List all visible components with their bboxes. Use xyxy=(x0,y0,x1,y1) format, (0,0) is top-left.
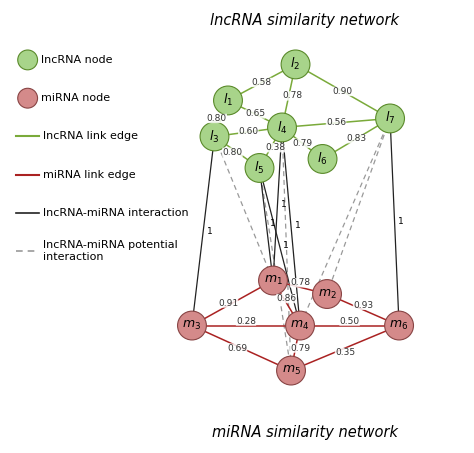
Circle shape xyxy=(18,88,37,108)
Text: 1: 1 xyxy=(282,200,287,209)
Text: $\mathit{l}_{2}$: $\mathit{l}_{2}$ xyxy=(291,56,301,72)
Text: 0.80: 0.80 xyxy=(207,114,227,123)
Text: 0.35: 0.35 xyxy=(335,348,355,357)
Text: 1: 1 xyxy=(399,217,404,226)
Circle shape xyxy=(376,104,404,133)
Circle shape xyxy=(313,280,341,308)
Text: 0.58: 0.58 xyxy=(252,78,272,87)
Text: 0.90: 0.90 xyxy=(333,87,353,96)
Text: 0.65: 0.65 xyxy=(245,110,265,118)
Text: lncRNA node: lncRNA node xyxy=(41,55,113,65)
Circle shape xyxy=(385,311,413,340)
Circle shape xyxy=(214,86,242,115)
Text: miRNA link edge: miRNA link edge xyxy=(44,170,136,180)
Circle shape xyxy=(281,50,310,79)
Text: $\mathit{m}_{6}$: $\mathit{m}_{6}$ xyxy=(390,319,409,332)
Circle shape xyxy=(277,356,305,385)
Text: 0.60: 0.60 xyxy=(238,127,258,136)
Text: 0.86: 0.86 xyxy=(276,294,297,303)
Circle shape xyxy=(268,113,296,142)
Text: 0.69: 0.69 xyxy=(227,343,247,352)
Circle shape xyxy=(286,311,314,340)
Text: $\mathit{l}_{3}$: $\mathit{l}_{3}$ xyxy=(210,128,219,145)
Circle shape xyxy=(178,311,206,340)
Circle shape xyxy=(200,122,229,151)
Circle shape xyxy=(308,145,337,173)
Text: 0.38: 0.38 xyxy=(265,143,285,152)
Text: $\mathit{m}_{4}$: $\mathit{m}_{4}$ xyxy=(291,319,310,332)
Circle shape xyxy=(245,154,274,183)
Text: 0.28: 0.28 xyxy=(236,317,256,326)
Text: $\mathit{m}_{2}$: $\mathit{m}_{2}$ xyxy=(318,288,337,301)
Circle shape xyxy=(18,50,37,70)
Text: 1: 1 xyxy=(283,241,289,250)
Text: $\mathit{l}_{5}$: $\mathit{l}_{5}$ xyxy=(255,160,264,176)
Text: 1: 1 xyxy=(295,222,301,231)
Text: lncRNA link edge: lncRNA link edge xyxy=(44,131,138,141)
Text: miRNA similarity network: miRNA similarity network xyxy=(211,425,398,440)
Text: $\mathit{l}_{4}$: $\mathit{l}_{4}$ xyxy=(277,120,287,135)
Text: 0.79: 0.79 xyxy=(290,343,310,352)
Text: miRNA node: miRNA node xyxy=(41,93,110,103)
Text: 0.83: 0.83 xyxy=(346,134,366,143)
Text: $\mathit{m}_{1}$: $\mathit{m}_{1}$ xyxy=(264,274,283,287)
Text: 0.78: 0.78 xyxy=(290,278,310,287)
Text: lncRNA-miRNA interaction: lncRNA-miRNA interaction xyxy=(44,208,189,218)
Text: $\mathit{m}_{5}$: $\mathit{m}_{5}$ xyxy=(282,364,301,377)
Text: 0.91: 0.91 xyxy=(218,299,238,308)
Text: 0.80: 0.80 xyxy=(222,148,243,157)
Circle shape xyxy=(259,266,287,295)
Text: 0.50: 0.50 xyxy=(339,317,360,326)
Text: lncRNA similarity network: lncRNA similarity network xyxy=(210,13,399,28)
Text: $\mathit{l}_{7}$: $\mathit{l}_{7}$ xyxy=(385,111,395,126)
Text: lncRNA-miRNA potential
interaction: lncRNA-miRNA potential interaction xyxy=(44,241,178,262)
Text: 0.93: 0.93 xyxy=(353,301,373,310)
Text: 0.79: 0.79 xyxy=(292,139,312,148)
Text: 1: 1 xyxy=(270,219,276,228)
Text: $\mathit{l}_{6}$: $\mathit{l}_{6}$ xyxy=(317,151,328,167)
Text: 0.56: 0.56 xyxy=(326,118,346,127)
Text: $\mathit{m}_{3}$: $\mathit{m}_{3}$ xyxy=(182,319,201,332)
Text: $\mathit{l}_{1}$: $\mathit{l}_{1}$ xyxy=(223,92,233,108)
Text: 1: 1 xyxy=(207,227,213,236)
Text: 0.78: 0.78 xyxy=(283,92,302,101)
